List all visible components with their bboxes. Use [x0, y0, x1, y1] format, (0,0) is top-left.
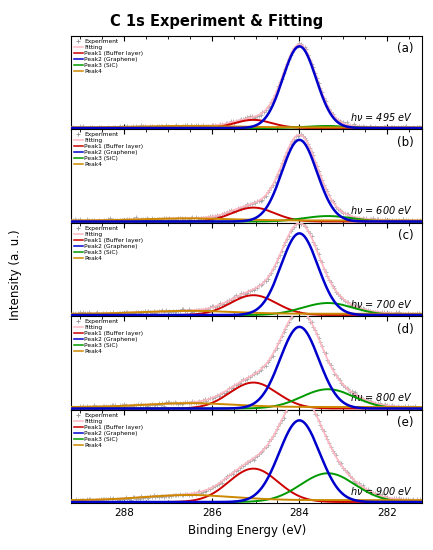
Text: C 1s Experiment & Fitting: C 1s Experiment & Fitting	[110, 14, 323, 29]
Text: $h\nu$ = 600 eV: $h\nu$ = 600 eV	[350, 204, 414, 216]
Text: $h\nu$ = 800 eV: $h\nu$ = 800 eV	[350, 391, 414, 403]
Text: $h\nu$ = 495 eV: $h\nu$ = 495 eV	[350, 111, 414, 123]
Text: (e): (e)	[397, 416, 414, 430]
Text: (b): (b)	[397, 136, 414, 149]
Legend: Experiment, Fitting, Peak1 (Buffer layer), Peak2 (Graphene), Peak3 (SiC), Peak4: Experiment, Fitting, Peak1 (Buffer layer…	[73, 131, 145, 168]
Text: (d): (d)	[397, 323, 414, 336]
Text: $h\nu$ = 900 eV: $h\nu$ = 900 eV	[350, 485, 414, 497]
Legend: Experiment, Fitting, Peak1 (Buffer layer), Peak2 (Graphene), Peak3 (SiC), Peak4: Experiment, Fitting, Peak1 (Buffer layer…	[73, 318, 145, 355]
Legend: Experiment, Fitting, Peak1 (Buffer layer), Peak2 (Graphene), Peak3 (SiC), Peak4: Experiment, Fitting, Peak1 (Buffer layer…	[73, 411, 145, 449]
X-axis label: Binding Energy (eV): Binding Energy (eV)	[187, 524, 306, 537]
Text: (a): (a)	[397, 42, 414, 56]
Text: Intensity (a. u.): Intensity (a. u.)	[9, 230, 22, 320]
Legend: Experiment, Fitting, Peak1 (Buffer layer), Peak2 (Graphene), Peak3 (SiC), Peak4: Experiment, Fitting, Peak1 (Buffer layer…	[73, 37, 145, 75]
Text: (c): (c)	[398, 229, 414, 243]
Legend: Experiment, Fitting, Peak1 (Buffer layer), Peak2 (Graphene), Peak3 (SiC), Peak4: Experiment, Fitting, Peak1 (Buffer layer…	[73, 224, 145, 262]
Text: $h\nu$ = 700 eV: $h\nu$ = 700 eV	[350, 298, 414, 310]
